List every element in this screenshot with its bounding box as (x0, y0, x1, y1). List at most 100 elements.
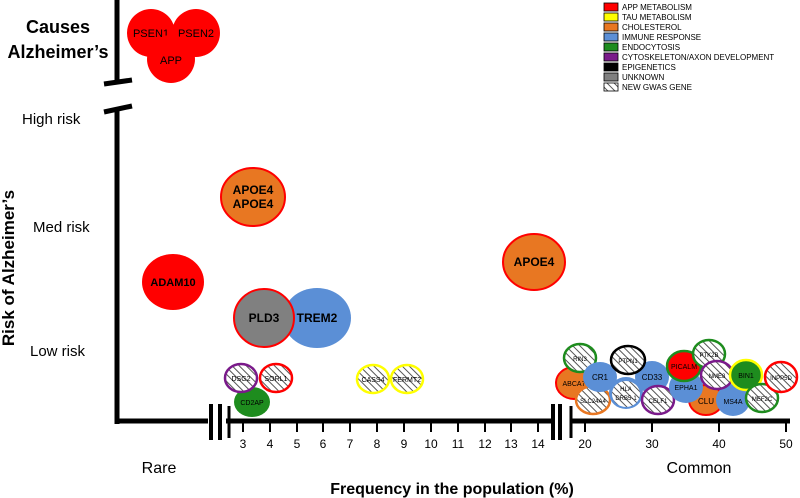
legend-label: IMMUNE RESPONSE (622, 33, 701, 42)
gene-cr1: CR1 (583, 362, 617, 392)
legend-entry: CYTOSKELETON/AXON DEVELOPMENT (603, 52, 774, 62)
gene-label: DRB5-1 (615, 396, 637, 402)
gene-ptpn1: PTPN1 (609, 344, 647, 376)
gene-label: CLU (698, 397, 714, 406)
gene-cd2ap: CD2AP (234, 387, 270, 417)
gene-app: APP (147, 35, 195, 83)
x-tick-label: 5 (294, 437, 301, 451)
gene-mef2c: MEF2C (744, 382, 780, 414)
x-tick-label: 11 (452, 437, 465, 451)
gene-label: HLA (620, 387, 632, 393)
gene-label: INPP5D (770, 376, 792, 382)
gene-pld3: PLD3 (233, 288, 295, 348)
y-axis-causes-line1: Causes (26, 17, 90, 37)
gene-label: PICALM (671, 364, 697, 371)
gene-label: NME8 (709, 374, 726, 380)
gene-fermt2: FERMT2 (389, 363, 425, 395)
gene-label: MEF2C (752, 397, 773, 403)
gene-label: PTK2B (699, 353, 718, 359)
legend-entry: TAU METABOLISM (603, 12, 692, 22)
y-level-low: Low risk (30, 343, 86, 360)
gene-label: APP (160, 55, 182, 67)
gene-label: EPHA1 (675, 385, 698, 392)
gene-label: CD2AP (240, 400, 264, 407)
legend-label: NEW GWAS GENE (622, 83, 692, 92)
gene-nme8: NME8 (699, 359, 735, 391)
x-tick-label: 40 (712, 437, 726, 451)
gene-label: PSEN2 (178, 28, 214, 40)
gene-label: PLD3 (249, 311, 280, 325)
y-level-med: Med risk (33, 219, 90, 236)
gene-apoe4-homozygous: APOE4 APOE4 (220, 167, 286, 227)
gene-adam10: ADAM10 (142, 254, 204, 310)
gene-label: PSEN1 (133, 28, 169, 40)
x-tick-label: 4 (267, 437, 274, 451)
x-tick-label: 10 (424, 437, 438, 451)
legend-entry: EPIGENETICS (603, 62, 676, 72)
gene-label: FERMT2 (393, 377, 421, 384)
y-axis-main (103, 103, 133, 424)
gene-bin1: BIN1 (728, 358, 764, 392)
legend-entry: APP METABOLISM (603, 2, 692, 12)
x-tick-label: 3 (240, 437, 247, 451)
x-tick-label: 30 (645, 437, 659, 451)
legend-label: ENDOCYTOSIS (622, 43, 680, 52)
gene-label: CR1 (592, 373, 609, 382)
x-axis-left-label: Rare (142, 460, 177, 477)
legend-label: CYTOSKELETON/AXON DEVELOPMENT (622, 53, 774, 62)
x-axis-title: Frequency in the population (%) (330, 481, 574, 498)
gene-label: MS4A (723, 399, 742, 406)
gene-apoe4: APOE4 (502, 233, 566, 291)
gene-label: SORL1 (265, 376, 288, 383)
legend-label: APP METABOLISM (622, 3, 692, 12)
gene-label: APOE4 (233, 183, 274, 197)
legend-entry: ENDOCYTOSIS (603, 42, 680, 52)
x-tick-label: 20 (578, 437, 592, 451)
legend-label: CHOLESTEROL (622, 23, 682, 32)
gene-label: PTPN1 (618, 359, 638, 365)
gene-label: SLC24A4 (580, 399, 606, 405)
x-tick-label: 14 (531, 437, 545, 451)
gene-label: CELF1 (649, 399, 668, 405)
legend-entry: NEW GWAS GENE (603, 82, 692, 92)
x-tick-label: 8 (374, 437, 381, 451)
y-axis-top-segment (103, 0, 133, 87)
legend-label: TAU METABOLISM (622, 13, 692, 22)
gene-cass4: CASS4 (355, 363, 391, 395)
gene-celf1: CELF1 (640, 384, 676, 416)
gene-dsg2: DSG2 (223, 362, 259, 394)
gene-inpp5d: INPP5D (763, 360, 799, 394)
legend-entry: IMMUNE RESPONSE (603, 32, 701, 42)
gene-label: DSG2 (231, 376, 250, 383)
gene-label: CD33 (642, 373, 663, 382)
gene-sorl1: SORL1 (258, 362, 294, 394)
gene-label: ABCA7 (563, 381, 586, 388)
x-tick-label: 50 (779, 437, 793, 451)
legend: APP METABOLISM TAU METABOLISM CHOLESTERO… (603, 2, 774, 92)
legend-label: UNKNOWN (622, 73, 664, 82)
gene-label: RIN3 (573, 357, 587, 363)
y-axis-title: Risk of Alzheimer’s (0, 190, 18, 346)
legend-label: EPIGENETICS (622, 63, 676, 72)
x-tick-labels: 3 4 5 6 7 8 9 10 11 12 13 14 20 30 40 50 (240, 437, 793, 451)
gene-hla: HLA DRB5-1 (609, 377, 643, 409)
legend-entry: UNKNOWN (603, 72, 664, 82)
x-tick-label: 9 (401, 437, 408, 451)
x-tick-label: 12 (478, 437, 492, 451)
gene-rin3: RIN3 (562, 342, 598, 374)
x-axis (115, 404, 790, 440)
gene-label: TREM2 (297, 311, 338, 325)
gene-label: CASS4 (362, 377, 385, 384)
gene-label: APOE4 (514, 255, 555, 269)
legend-entry: CHOLESTEROL (603, 22, 682, 32)
common-gene-cluster: ABCA7 RIN3 SLC24A4 CR1 CD33 PTPN1 HLA DR… (555, 338, 799, 416)
x-axis-right-label: Common (667, 460, 732, 477)
x-tick-label: 6 (320, 437, 327, 451)
y-axis-causes-line2: Alzheimer’s (7, 42, 108, 62)
x-tick-label: 13 (504, 437, 518, 451)
y-level-high: High risk (22, 111, 81, 128)
gene-ms4a: MS4A (716, 384, 750, 416)
gene-label: APOE4 (233, 197, 274, 211)
gene-label: BIN1 (738, 373, 754, 380)
